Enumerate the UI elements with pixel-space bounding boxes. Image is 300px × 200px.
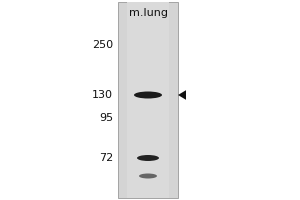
Bar (118, 2, 178, 198)
Ellipse shape (137, 155, 159, 161)
Text: 130: 130 (92, 90, 113, 100)
Text: m.lung: m.lung (128, 8, 167, 18)
Bar (127, 2, 169, 198)
Ellipse shape (134, 92, 162, 98)
Polygon shape (178, 90, 186, 100)
Text: 72: 72 (99, 153, 113, 163)
Text: 95: 95 (99, 113, 113, 123)
Text: 250: 250 (92, 40, 113, 50)
Ellipse shape (139, 173, 157, 178)
